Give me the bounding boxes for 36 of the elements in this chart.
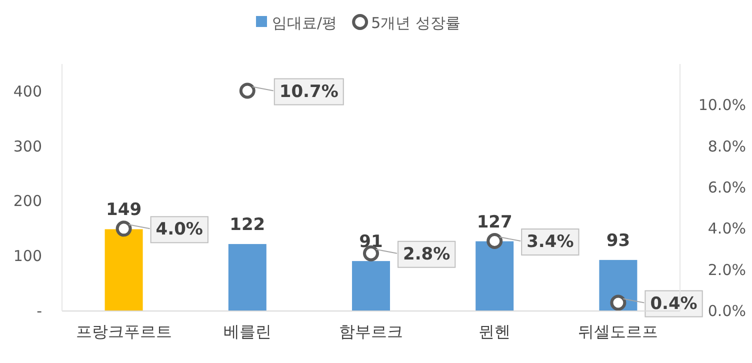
legend-label: 임대료/평 <box>272 14 338 32</box>
data-label: 91 <box>359 232 383 252</box>
data-label: 10.7% <box>279 82 338 102</box>
y-tick-label: 300 <box>13 137 42 156</box>
data-label: 93 <box>606 230 630 251</box>
y-tick-label: 200 <box>13 192 42 210</box>
data-label: 0.4% <box>650 294 698 314</box>
bar <box>352 261 390 311</box>
point <box>486 233 503 250</box>
data-label: 122 <box>230 215 266 236</box>
y-tick-label: - <box>36 302 42 320</box>
x-tick-label: 프랑크푸르트 <box>76 322 172 341</box>
y2-tick-label: 10.0% <box>698 96 746 114</box>
legend-label: 5개년 성장률 <box>371 14 460 32</box>
x-tick-label: 베를린 <box>223 322 272 341</box>
y2-tick-label: 8.0% <box>708 137 746 156</box>
x-tick-label: 뒤셀도르프 <box>578 322 658 341</box>
data-label: 127 <box>476 212 512 232</box>
x-tick-label: 뮌헨 <box>478 322 511 341</box>
x-tick-label: 함부르크 <box>339 322 403 341</box>
bar <box>228 244 266 311</box>
data-label: 2.8% <box>403 244 450 264</box>
y2-tick-label: 6.0% <box>708 178 746 196</box>
y2-tick-label: 4.0% <box>708 220 746 238</box>
data-label: 4.0% <box>156 220 203 240</box>
data-label: 149 <box>106 200 142 220</box>
bar <box>104 229 143 311</box>
bar <box>476 241 514 311</box>
y-tick-label: 400 <box>13 82 42 100</box>
point <box>116 220 132 237</box>
point <box>610 294 626 311</box>
data-label: 3.4% <box>526 232 574 252</box>
y2-tick-label: 0.0% <box>708 302 746 320</box>
point <box>239 82 256 99</box>
y-tick-label: 100 <box>13 247 42 266</box>
y2-tick-label: 2.0% <box>708 260 746 279</box>
